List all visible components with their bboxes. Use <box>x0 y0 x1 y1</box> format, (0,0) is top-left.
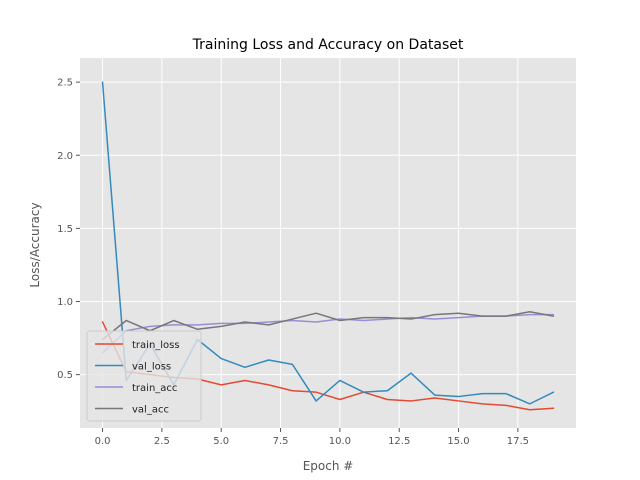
tick-layer: 0.0 2.5 5.0 7.5 10.0 12.5 15.0 17.5 0.5 1.0 1.5 2.0… <box>57 78 529 447</box>
x-tick-label: 0.0 <box>95 436 111 447</box>
y-tick-label: 1.0 <box>57 297 73 308</box>
legend: train_loss val_loss train_acc val_acc <box>86 330 202 422</box>
x-tick-label: 5.0 <box>213 436 229 447</box>
x-tick-label: 7.5 <box>273 436 289 447</box>
series-line-val-acc <box>101 310 555 341</box>
y-tick-label: 2.5 <box>57 78 73 89</box>
y-tick-label: 0.5 <box>57 370 73 381</box>
y-tick-label: 2.0 <box>57 151 73 162</box>
legend-label-train-acc: train_acc <box>132 383 177 394</box>
x-tick-label: 12.5 <box>388 436 410 447</box>
legend-box <box>86 330 202 422</box>
legend-label-val-acc: val_acc <box>132 405 169 416</box>
x-tick-label: 15.0 <box>447 436 469 447</box>
y-tick-label: 1.5 <box>57 224 73 235</box>
legend-label-val-loss: val_loss <box>132 362 171 373</box>
x-tick-label: 10.0 <box>329 436 351 447</box>
legend-label-train-loss: train_loss <box>132 340 180 351</box>
x-tick-label: 17.5 <box>507 436 529 447</box>
x-axis-label: Epoch # <box>303 459 354 473</box>
y-axis-label: Loss/Accuracy <box>28 202 42 287</box>
chart-title: Training Loss and Accuracy on Dataset <box>192 37 464 53</box>
x-tick-label: 2.5 <box>154 436 170 447</box>
